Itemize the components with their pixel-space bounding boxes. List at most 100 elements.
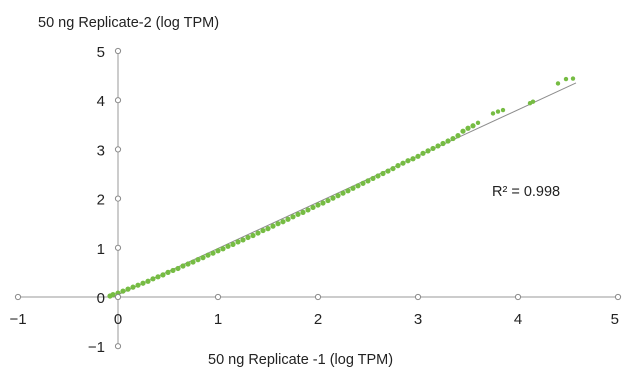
y-tick-label: 1 — [97, 241, 105, 258]
x-tick-mark — [614, 293, 622, 301]
y-tick-label: 3 — [97, 142, 105, 159]
data-point — [140, 280, 146, 286]
data-point — [155, 274, 161, 280]
data-point — [345, 188, 351, 194]
y-tick-mark — [114, 146, 122, 153]
data-point — [185, 261, 191, 267]
data-point — [200, 255, 206, 261]
data-point — [175, 265, 181, 272]
data-point — [230, 241, 236, 247]
y-tick-mark — [114, 47, 122, 55]
data-point — [355, 183, 361, 189]
x-tick-mark — [114, 293, 122, 301]
data-point — [330, 195, 336, 201]
data-point — [160, 272, 166, 278]
data-point — [570, 76, 576, 81]
x-tick-label: −1 — [9, 311, 26, 328]
x-tick-label: 2 — [314, 311, 322, 328]
data-point — [490, 111, 496, 116]
data-point — [220, 246, 226, 252]
y-tick-label: 5 — [97, 44, 105, 61]
data-point — [215, 248, 221, 254]
data-point — [275, 221, 281, 227]
data-point — [295, 211, 301, 217]
data-point — [430, 145, 436, 152]
data-point — [310, 204, 316, 211]
data-point — [410, 156, 416, 162]
data-point — [470, 123, 476, 129]
y-tick-mark — [114, 244, 122, 251]
data-point — [305, 207, 311, 213]
data-point — [460, 128, 466, 134]
data-point — [150, 276, 156, 282]
data-point — [380, 170, 386, 177]
y-tick-label: 2 — [97, 192, 105, 209]
data-point — [265, 226, 271, 232]
x-tick-label: 0 — [114, 311, 122, 328]
data-point — [270, 223, 276, 229]
data-point — [370, 175, 376, 182]
data-point — [340, 190, 346, 196]
data-point — [315, 202, 321, 208]
data-point — [495, 109, 501, 114]
data-point — [420, 150, 426, 156]
data-point — [455, 133, 461, 139]
data-point — [255, 230, 261, 236]
data-point — [300, 209, 306, 215]
data-point — [285, 216, 291, 222]
data-point — [125, 286, 131, 292]
fit-line-group — [112, 82, 577, 298]
data-point — [145, 278, 151, 284]
r-squared-annotation: R² = 0.998 — [492, 184, 560, 200]
data-point — [120, 288, 126, 294]
x-tick-mark — [214, 293, 222, 301]
data-point — [405, 158, 411, 164]
x-tick-mark — [514, 293, 522, 301]
data-point — [240, 237, 246, 243]
x-tick-mark — [14, 293, 22, 301]
x-tick-label: 3 — [414, 311, 422, 328]
data-points — [107, 76, 576, 299]
data-point — [205, 252, 211, 258]
data-point — [390, 165, 396, 172]
data-point — [165, 269, 171, 275]
data-point — [435, 143, 441, 149]
data-point — [385, 168, 391, 174]
regression-line — [112, 82, 577, 298]
data-point — [465, 125, 471, 131]
data-point — [440, 140, 446, 147]
data-point — [415, 153, 421, 159]
y-tick-mark — [114, 195, 122, 202]
data-point — [365, 178, 371, 184]
data-point — [400, 160, 406, 166]
x-tick-label: 5 — [611, 311, 619, 328]
data-point — [280, 219, 286, 225]
data-point — [170, 267, 176, 274]
data-point — [245, 234, 251, 241]
data-point — [180, 263, 186, 269]
x-axis-title: 50 ng Replicate -1 (log TPM) — [208, 352, 393, 368]
data-point — [320, 200, 326, 206]
x-tick-mark — [414, 293, 422, 301]
data-point — [235, 239, 241, 245]
data-point — [445, 138, 451, 144]
data-point — [260, 227, 266, 234]
data-point — [375, 173, 381, 179]
y-tick-label: 4 — [97, 93, 105, 110]
data-point — [450, 135, 456, 142]
data-point — [250, 232, 256, 239]
x-tick-mark — [314, 293, 322, 301]
y-tick-mark — [114, 343, 122, 350]
y-tick-label: 0 — [97, 290, 105, 307]
y-axis-title: 50 ng Replicate-2 (log TPM) — [38, 15, 219, 31]
data-point — [135, 282, 141, 288]
data-point — [210, 250, 216, 256]
y-tick-mark — [114, 97, 122, 104]
data-point — [530, 99, 536, 104]
data-point — [130, 284, 136, 290]
data-point — [350, 185, 356, 191]
data-point — [110, 291, 116, 298]
data-point — [360, 180, 366, 186]
x-tick-label: 1 — [214, 311, 222, 328]
